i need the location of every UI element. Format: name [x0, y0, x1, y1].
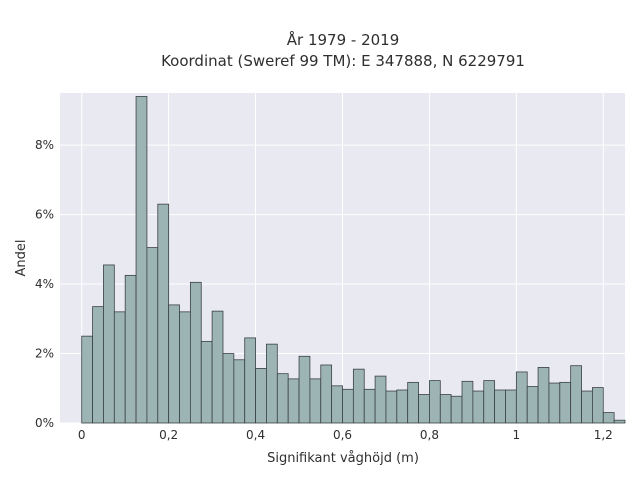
histogram-bar: [581, 390, 593, 424]
y-tick-label: 8%: [35, 138, 54, 152]
histogram-bar: [374, 375, 387, 424]
histogram-bar: [537, 367, 550, 424]
histogram-bar: [222, 353, 235, 424]
histogram-bar: [505, 389, 517, 424]
histogram-bar: [320, 364, 333, 424]
histogram-bar: [418, 394, 430, 424]
histogram-bar: [331, 385, 343, 424]
histogram-bar: [298, 355, 311, 424]
x-axis-label: Signifikant våghöjd (m): [267, 451, 419, 466]
histogram-bar: [92, 306, 104, 424]
histogram-bar: [559, 381, 572, 424]
histogram-bar: [81, 335, 93, 424]
y-tick-label: 4%: [35, 277, 54, 291]
x-tick-label: 0,6: [333, 428, 352, 442]
histogram-bar: [396, 389, 409, 424]
histogram-bar: [113, 311, 126, 424]
y-axis-label: Andel: [14, 240, 29, 277]
histogram-bar: [363, 388, 376, 424]
histogram-bar: [472, 390, 485, 424]
chart-subtitle: Koordinat (Sweref 99 TM): E 347888, N 62…: [161, 52, 525, 70]
histogram-bar: [309, 378, 322, 424]
histogram-bar: [483, 380, 496, 424]
histogram-bar: [103, 264, 115, 424]
histogram-bar: [450, 395, 463, 424]
histogram-bar: [179, 311, 191, 424]
histogram-bar: [570, 365, 582, 424]
histogram-bar: [548, 382, 561, 424]
bars: [81, 96, 626, 424]
histogram-bar: [200, 340, 213, 424]
histogram-bar: [494, 389, 506, 424]
x-tick-label: 0,2: [159, 428, 178, 442]
histogram-bar: [266, 343, 278, 424]
tick-labels: 0 0,2 0,4 0,6 0,8 1 1,2 0% 2% 4% 6% 8%: [35, 138, 613, 442]
y-tick-label: 6%: [35, 208, 54, 222]
histogram-bar: [255, 368, 267, 424]
histogram-bar: [124, 274, 137, 424]
histogram-bar: [429, 380, 441, 424]
histogram-bar: [135, 96, 148, 424]
histogram-bar: [613, 419, 626, 424]
histogram-bar: [276, 373, 289, 424]
histogram-bar: [342, 388, 354, 424]
histogram-bar: [157, 203, 170, 424]
x-tick-label: 0: [78, 428, 86, 442]
x-tick-label: 1: [513, 428, 521, 442]
histogram-bar: [526, 386, 539, 424]
x-tick-label: 0,8: [420, 428, 439, 442]
histogram-bar: [146, 247, 159, 424]
y-tick-label: 0%: [35, 416, 54, 430]
histogram-bar: [385, 390, 398, 424]
histogram-bar: [592, 387, 604, 424]
histogram-bar: [407, 381, 419, 424]
histogram-bar: [515, 371, 528, 424]
histogram-bar: [352, 368, 365, 424]
histogram-bar: [461, 380, 474, 424]
histogram-bar: [287, 378, 300, 424]
histogram-bar: [439, 394, 452, 424]
histogram-bar: [233, 359, 246, 424]
y-tick-label: 2%: [35, 347, 54, 361]
histogram-bar: [168, 304, 180, 424]
x-tick-label: 1,2: [594, 428, 613, 442]
chart-title: År 1979 - 2019: [287, 30, 400, 49]
histogram-bar: [211, 310, 224, 424]
x-tick-label: 0,4: [246, 428, 265, 442]
histogram-bar: [244, 337, 256, 424]
histogram-bar: [189, 281, 202, 424]
histogram-bar: [602, 412, 615, 424]
